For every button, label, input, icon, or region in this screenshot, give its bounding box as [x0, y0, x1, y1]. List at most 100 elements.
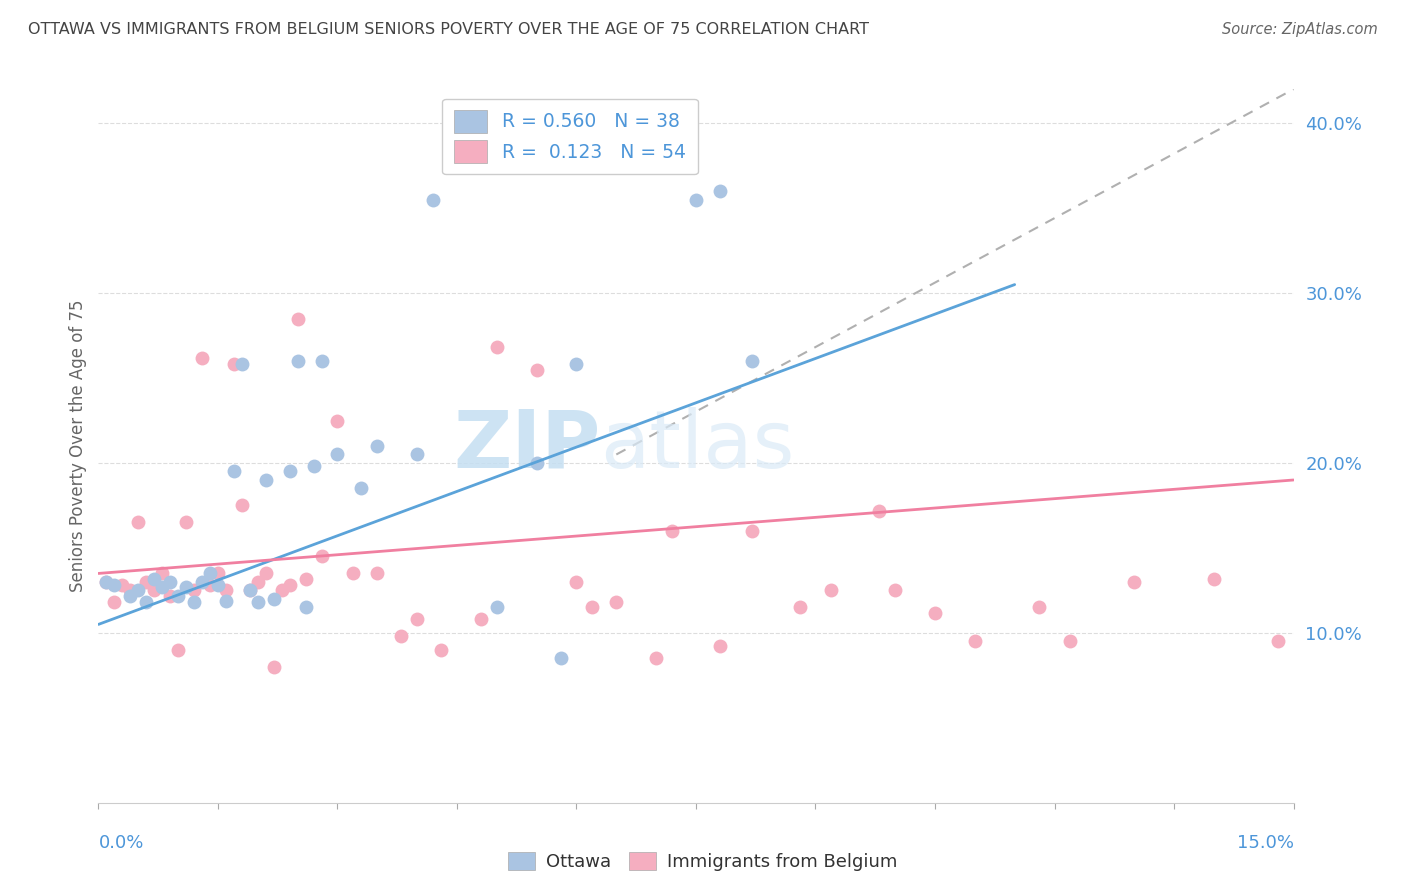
Point — [884, 583, 907, 598]
Point — [1267, 634, 1289, 648]
Point — [239, 583, 262, 598]
Point — [1028, 600, 1050, 615]
Point — [326, 413, 349, 427]
Point — [207, 578, 229, 592]
Point — [254, 473, 277, 487]
Point — [174, 516, 197, 530]
Point — [406, 612, 429, 626]
Point — [645, 651, 668, 665]
Point — [231, 358, 253, 372]
Point — [231, 499, 253, 513]
Point — [246, 574, 269, 589]
Text: 0.0%: 0.0% — [98, 834, 143, 852]
Point — [342, 566, 364, 581]
Point — [311, 354, 333, 368]
Point — [174, 580, 197, 594]
Point — [159, 589, 181, 603]
Point — [287, 311, 309, 326]
Point — [215, 583, 238, 598]
Point — [246, 595, 269, 609]
Point — [127, 583, 149, 598]
Point — [820, 583, 842, 598]
Point — [366, 439, 388, 453]
Point — [111, 578, 134, 592]
Point — [183, 595, 205, 609]
Point — [135, 574, 157, 589]
Point — [103, 578, 125, 592]
Point — [294, 572, 316, 586]
Point — [685, 193, 707, 207]
Point — [430, 643, 453, 657]
Text: ZIP: ZIP — [453, 407, 600, 485]
Point — [1123, 574, 1146, 589]
Point — [222, 465, 245, 479]
Text: Source: ZipAtlas.com: Source: ZipAtlas.com — [1222, 22, 1378, 37]
Point — [191, 574, 214, 589]
Point — [96, 574, 118, 589]
Point — [350, 482, 373, 496]
Point — [741, 524, 763, 538]
Point — [389, 629, 412, 643]
Point — [485, 600, 508, 615]
Point — [263, 591, 285, 606]
Text: 15.0%: 15.0% — [1236, 834, 1294, 852]
Point — [207, 566, 229, 581]
Point — [222, 358, 245, 372]
Point — [198, 578, 221, 592]
Y-axis label: Seniors Poverty Over the Age of 75: Seniors Poverty Over the Age of 75 — [69, 300, 87, 592]
Point — [191, 351, 214, 365]
Point — [366, 566, 388, 581]
Point — [605, 595, 627, 609]
Point — [120, 583, 142, 598]
Point — [127, 516, 149, 530]
Point — [581, 600, 603, 615]
Point — [103, 595, 125, 609]
Point — [198, 566, 221, 581]
Point — [311, 549, 333, 564]
Point — [422, 193, 444, 207]
Point — [565, 358, 588, 372]
Point — [709, 640, 731, 654]
Point — [470, 612, 492, 626]
Point — [741, 354, 763, 368]
Point — [278, 465, 301, 479]
Point — [924, 606, 946, 620]
Point — [565, 574, 588, 589]
Point — [789, 600, 811, 615]
Point — [406, 448, 429, 462]
Point — [963, 634, 986, 648]
Point — [96, 574, 118, 589]
Point — [526, 456, 548, 470]
Point — [270, 583, 292, 598]
Point — [661, 524, 683, 538]
Point — [1202, 572, 1225, 586]
Point — [183, 583, 205, 598]
Point — [278, 578, 301, 592]
Point — [1059, 634, 1081, 648]
Point — [239, 583, 262, 598]
Point — [263, 660, 285, 674]
Point — [150, 580, 173, 594]
Point — [526, 362, 548, 376]
Point — [167, 643, 190, 657]
Point — [326, 448, 349, 462]
Point — [294, 600, 316, 615]
Point — [150, 566, 173, 581]
Legend: Ottawa, Immigrants from Belgium: Ottawa, Immigrants from Belgium — [501, 845, 905, 879]
Text: OTTAWA VS IMMIGRANTS FROM BELGIUM SENIORS POVERTY OVER THE AGE OF 75 CORRELATION: OTTAWA VS IMMIGRANTS FROM BELGIUM SENIOR… — [28, 22, 869, 37]
Point — [485, 341, 508, 355]
Point — [287, 354, 309, 368]
Point — [302, 459, 325, 474]
Point — [709, 184, 731, 198]
Point — [254, 566, 277, 581]
Text: atlas: atlas — [600, 407, 794, 485]
Point — [143, 583, 166, 598]
Point — [167, 589, 190, 603]
Point — [550, 651, 572, 665]
Point — [135, 595, 157, 609]
Legend: R = 0.560   N = 38, R =  0.123   N = 54: R = 0.560 N = 38, R = 0.123 N = 54 — [443, 99, 697, 174]
Point — [120, 589, 142, 603]
Point — [215, 593, 238, 607]
Point — [159, 574, 181, 589]
Point — [868, 503, 890, 517]
